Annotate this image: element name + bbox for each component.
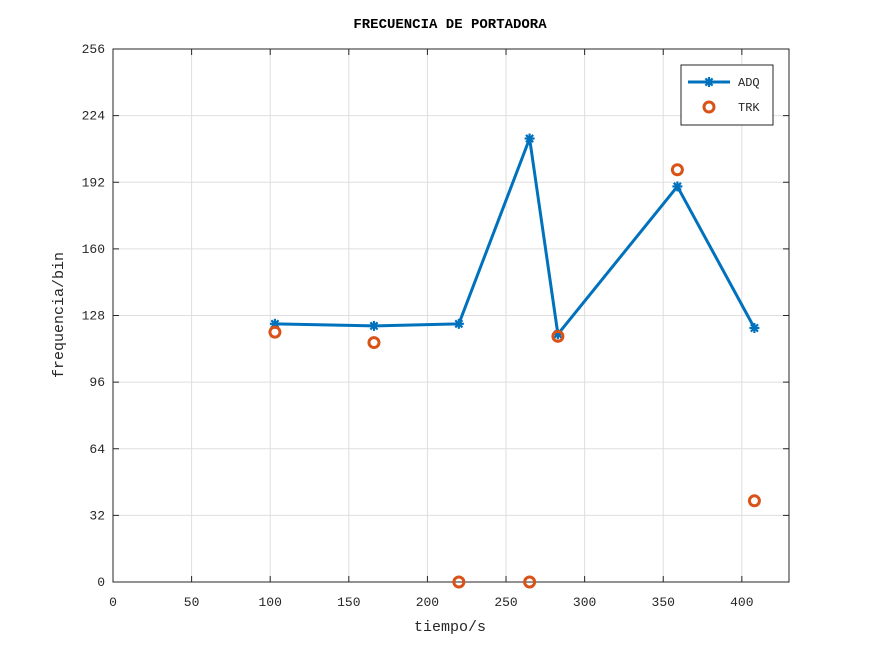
legend-label-adq: ADQ [738,76,760,90]
data-point-trk [268,325,282,339]
legend-marker-adq [704,77,714,87]
x-tick-label: 200 [416,595,439,610]
plot-area: 0 50 100 150 200 250 300 350 400 0 32 64 96 128 160 192… [82,42,790,610]
data-point-trk [367,336,381,350]
x-tick-label: 350 [652,595,675,610]
data-point-trk [670,163,684,177]
legend: ADQ TRK [680,64,774,126]
x-tick-label: 150 [337,595,360,610]
y-tick-label: 160 [82,242,105,257]
legend-label-trk: TRK [738,101,760,115]
x-tick-label: 50 [184,595,200,610]
data-point-adq [524,133,535,144]
data-point-adq [749,322,760,333]
data-point-trk [551,329,565,343]
y-tick-label: 96 [89,375,105,390]
y-tick-label: 128 [82,309,105,324]
legend-box [680,64,774,126]
x-tick-label: 400 [730,595,753,610]
y-tick-label: 224 [82,109,106,124]
chart-title: FRECUENCIA DE PORTADORA [353,17,547,33]
y-tick-label: 64 [89,442,105,457]
data-point-trk [452,575,466,589]
data-point-adq [672,181,683,192]
x-tick-label: 300 [573,595,596,610]
x-tick-label: 0 [109,595,117,610]
y-tick-label: 256 [82,42,105,57]
data-point-trk [747,494,761,508]
data-point-trk [523,575,537,589]
data-point-adq [453,318,464,329]
x-tick-label: 100 [259,595,282,610]
x-tick-label: 250 [494,595,517,610]
data-point-adq [368,320,379,331]
y-tick-label: 0 [97,575,105,590]
x-axis-label: tiempo/s [414,619,486,636]
y-tick-label: 32 [89,508,105,523]
y-axis-label: frequencia/bin [51,252,68,378]
y-tick-label: 192 [82,175,105,190]
legend-marker-trk [702,100,716,114]
